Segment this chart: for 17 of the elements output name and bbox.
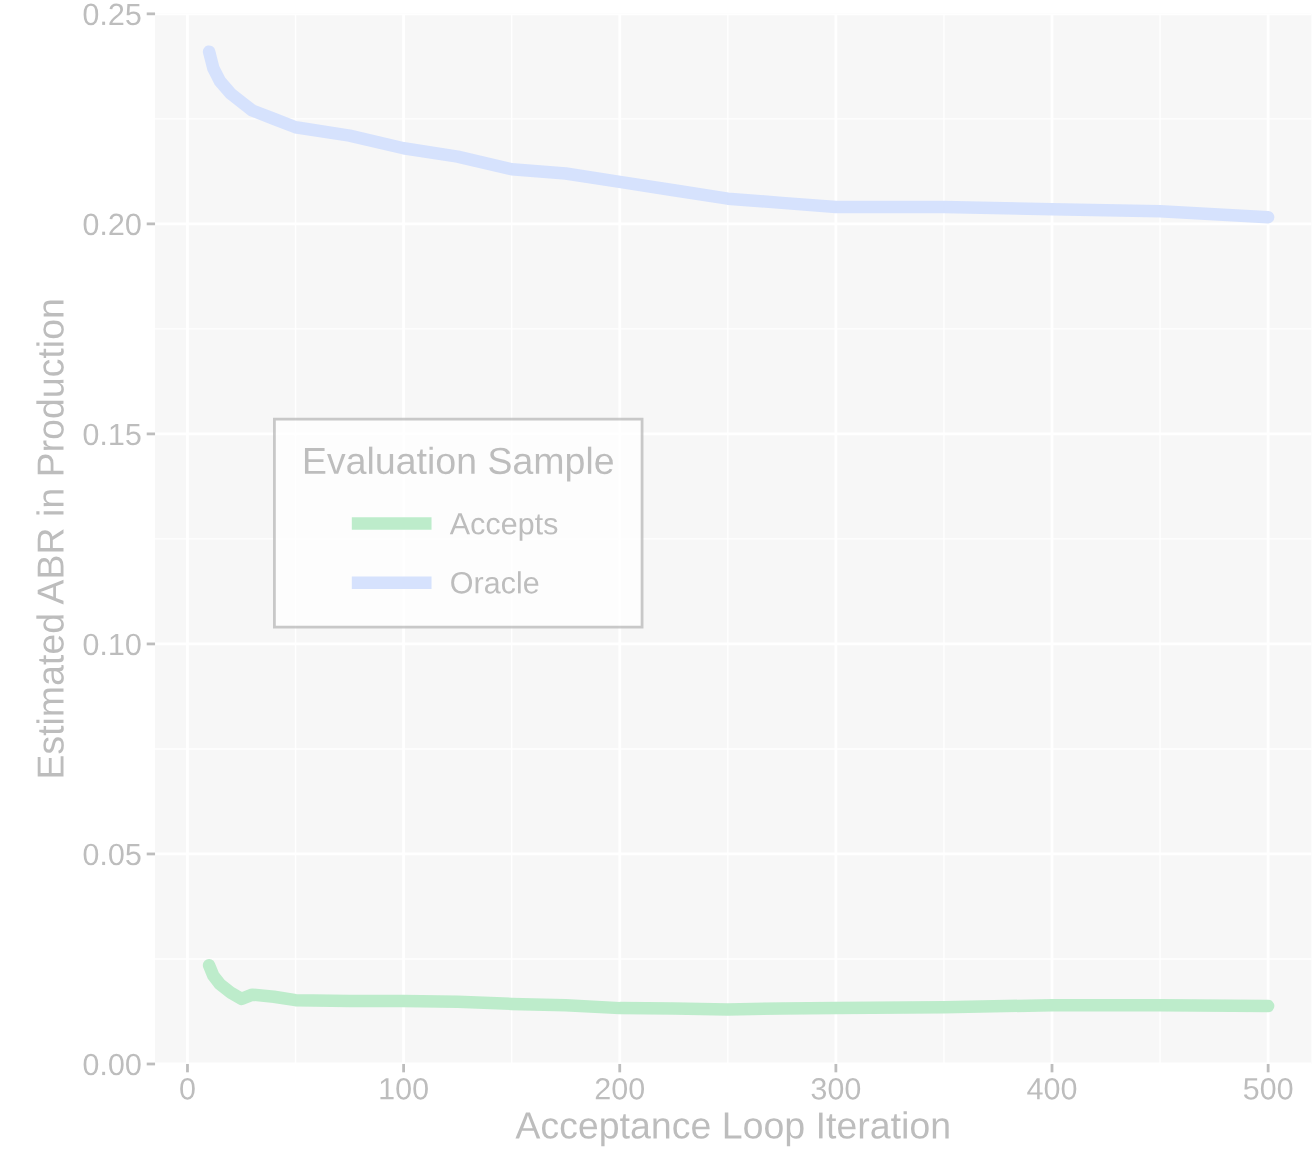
y-tick-label: 0.10 — [83, 633, 141, 656]
x-tick-label: 400 — [1027, 1077, 1077, 1100]
x-tick-label: 200 — [595, 1077, 645, 1100]
y-axis-title: Estimated ABR in Production — [36, 300, 64, 777]
legend-label: Oracle — [451, 571, 539, 594]
x-tick-label: 500 — [1243, 1077, 1293, 1100]
legend-label: Accepts — [449, 513, 558, 541]
legend-title: Evaluation Sample — [304, 446, 613, 482]
y-tick-label: 0.25 — [83, 3, 141, 26]
y-tick-label: 0.05 — [83, 843, 141, 866]
x-tick-label: 100 — [380, 1077, 428, 1100]
y-tick-label: 0.20 — [83, 213, 141, 236]
x-axis-title: Acceptance Loop Iteration — [515, 1111, 949, 1147]
x-tick-label: 0 — [180, 1077, 195, 1100]
y-tick-label: 0.15 — [83, 423, 141, 446]
x-tick-label: 300 — [811, 1077, 861, 1100]
y-tick-label: 0.00 — [83, 1053, 141, 1076]
